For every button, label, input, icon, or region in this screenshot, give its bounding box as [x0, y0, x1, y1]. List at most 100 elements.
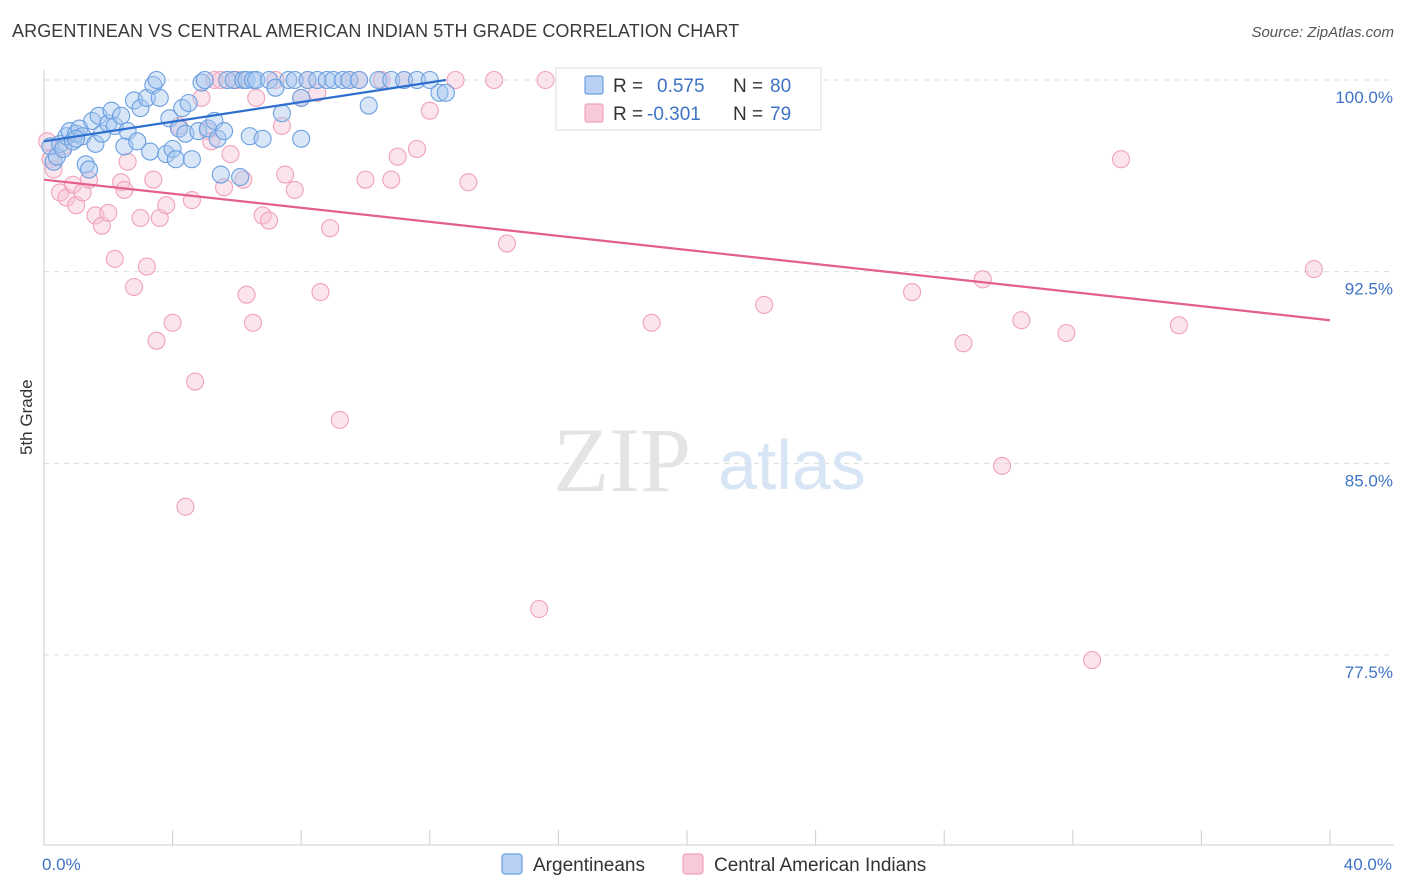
data-point [1083, 651, 1102, 670]
legend-r-label-pink: R = [613, 104, 643, 125]
chart-title: ARGENTINEAN VS CENTRAL AMERICAN INDIAN 5… [12, 21, 740, 41]
data-point [321, 219, 340, 238]
data-point [308, 83, 327, 102]
data-point [163, 313, 182, 332]
data-point [356, 170, 375, 189]
data-point [1057, 323, 1076, 343]
data-point [144, 170, 163, 189]
data-point [973, 270, 992, 289]
data-point [388, 147, 407, 166]
data-point [182, 150, 201, 169]
series-legend-swatch-pink [682, 853, 704, 875]
y-tick-label: 85.0% [1345, 471, 1393, 490]
correlation-legend: R = 0.575 N = 80 R = -0.301 N = 79 [555, 67, 822, 131]
data-point [459, 173, 478, 192]
data-point [237, 285, 256, 304]
data-point [1304, 260, 1323, 279]
data-point [395, 70, 414, 90]
data-point [285, 70, 304, 90]
data-point [147, 331, 166, 350]
data-point [208, 129, 227, 148]
data-point [359, 96, 378, 115]
data-point [243, 313, 263, 332]
source-credit: Source: ZipAtlas.com [1251, 24, 1394, 41]
data-point [530, 599, 549, 619]
data-point [485, 70, 504, 90]
legend-r-value-blue: 0.575 [657, 76, 705, 97]
watermark: ZIP atlas [553, 409, 866, 511]
data-point [137, 257, 156, 276]
data-point [99, 203, 118, 222]
data-point [276, 165, 295, 184]
data-point [420, 101, 439, 120]
data-point [272, 104, 291, 123]
data-point [224, 70, 243, 90]
data-point [298, 70, 317, 90]
data-point [214, 122, 234, 141]
x-tick-label-max: 40.0% [1344, 855, 1392, 874]
data-point [446, 70, 465, 90]
data-point [231, 168, 250, 187]
data-point [76, 155, 95, 174]
gridlines [44, 79, 1394, 656]
data-point [1111, 150, 1131, 169]
data-point [147, 70, 166, 90]
legend-r-label-blue: R = [613, 76, 643, 97]
data-point [237, 70, 256, 90]
data-point [176, 497, 195, 516]
trendline-argentineans [43, 78, 447, 143]
y-tick-labels: 77.5% 85.0% 92.5% 100.0% [1335, 88, 1393, 682]
data-point [221, 145, 240, 164]
data-point [179, 93, 198, 113]
legend-n-label-pink: N = [733, 104, 763, 125]
series-argentineans [41, 70, 455, 187]
legend-r-value-pink: -0.301 [647, 104, 701, 125]
data-point [102, 101, 121, 120]
data-point [407, 139, 426, 159]
data-point [128, 132, 147, 151]
x-tick-marks [43, 830, 1331, 845]
data-point [279, 70, 298, 90]
data-point [755, 295, 774, 314]
series-legend-swatch-blue [501, 853, 523, 875]
data-point [247, 88, 266, 107]
data-point [79, 160, 99, 179]
data-point [105, 249, 124, 268]
data-point [330, 410, 349, 429]
data-point [253, 129, 272, 148]
data-point [118, 152, 137, 171]
y-tick-label: 100.0% [1335, 88, 1393, 107]
data-point [163, 139, 182, 159]
data-point [436, 83, 455, 102]
data-point [247, 70, 266, 90]
data-point [993, 456, 1012, 475]
series-legend: Argentineans Central American Indians [501, 853, 926, 876]
legend-swatch-pink [584, 103, 604, 123]
data-point [186, 372, 205, 391]
data-point [340, 70, 359, 90]
data-point [497, 234, 517, 253]
data-point [317, 70, 336, 90]
data-point [150, 88, 169, 107]
data-point [311, 283, 330, 302]
data-point [44, 152, 63, 171]
data-point [211, 70, 230, 90]
data-point [259, 211, 279, 230]
data-point [333, 70, 353, 90]
legend-n-value-pink: 79 [770, 104, 791, 125]
legend-swatch-blue [584, 75, 604, 95]
data-point [272, 116, 291, 136]
data-point [369, 70, 388, 90]
data-point [166, 150, 185, 169]
data-point [86, 134, 105, 153]
data-point [1169, 316, 1188, 335]
x-tick-label-min: 0.0% [42, 855, 81, 874]
data-point [285, 180, 304, 199]
data-point [157, 196, 176, 215]
y-tick-label: 77.5% [1345, 663, 1393, 682]
data-point [308, 70, 327, 90]
data-point [195, 70, 214, 90]
data-point [420, 70, 439, 90]
legend-n-value-blue: 80 [770, 76, 791, 97]
